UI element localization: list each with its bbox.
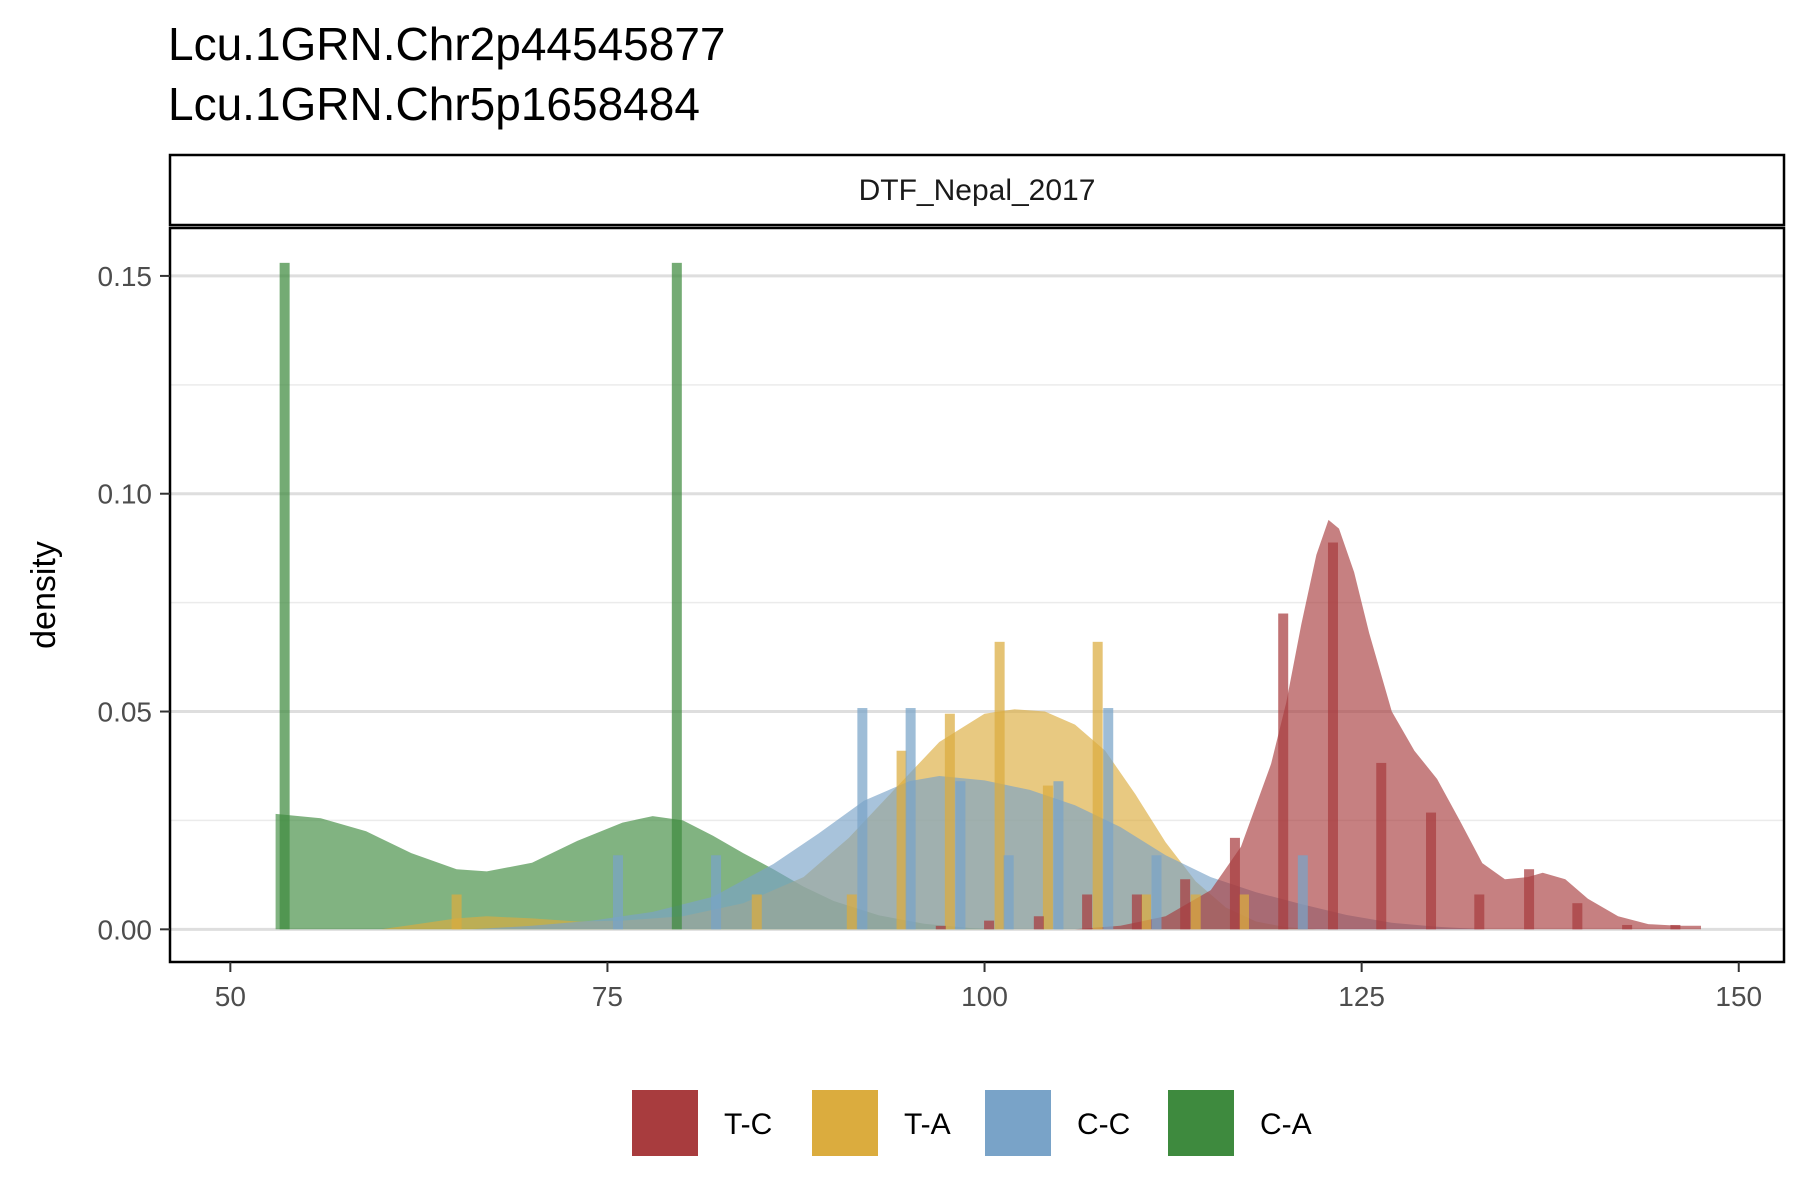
histogram-bar-t-a xyxy=(751,894,762,930)
legend-key-c-c xyxy=(985,1090,1051,1156)
histogram-bar-t-c xyxy=(984,920,995,930)
histogram-bar-c-c xyxy=(1053,781,1064,930)
y-axis-title: density xyxy=(25,541,63,649)
histogram-bar-t-a xyxy=(1140,894,1151,930)
legend-key-c-a xyxy=(1168,1090,1234,1156)
x-axis: 50 75 100 125 150 xyxy=(215,962,1762,1012)
histogram-bar-c-c xyxy=(1151,855,1162,930)
histogram-bar-t-a xyxy=(451,894,462,930)
chart-title-line-1: Lcu.1GRN.Chr2p44545877 xyxy=(168,18,725,70)
legend-label-t-a: T-A xyxy=(904,1108,951,1141)
histogram-bar-t-a xyxy=(944,713,955,930)
y-tick-label: 0.05 xyxy=(98,697,153,728)
histogram-bar-c-c xyxy=(612,855,623,930)
histogram-bar-t-c xyxy=(1278,613,1289,930)
density-area-t-c xyxy=(1075,519,1701,930)
histogram-bar-t-c xyxy=(1670,924,1681,930)
histogram-bar-c-a xyxy=(279,262,290,930)
histogram-bar-c-c xyxy=(955,781,966,930)
histogram-bar-c-a xyxy=(671,262,682,930)
histogram-bars xyxy=(279,262,1681,930)
histogram-bar-t-c xyxy=(1376,762,1387,930)
histogram-bar-t-a xyxy=(1042,785,1053,930)
gridlines xyxy=(170,274,1784,931)
histogram-bar-t-c xyxy=(1622,924,1633,930)
x-tick-label: 125 xyxy=(1338,981,1385,1012)
x-tick-label: 75 xyxy=(592,981,623,1012)
plot-panel-border xyxy=(168,226,1786,964)
facet-strip-label: DTF_Nepal_2017 xyxy=(859,174,1096,207)
y-tick-label: 0.10 xyxy=(98,479,153,510)
histogram-bar-c-c xyxy=(1003,855,1014,930)
histogram-bar-t-c xyxy=(1327,542,1338,930)
histogram-bar-c-c xyxy=(711,855,722,930)
histogram-bar-t-a xyxy=(1238,894,1249,930)
legend-key-t-a xyxy=(812,1090,878,1156)
legend-label-c-c: C-C xyxy=(1077,1108,1130,1141)
y-tick-label: 0.00 xyxy=(98,914,153,945)
histogram-bar-t-c xyxy=(1474,894,1485,930)
histogram-bar-t-a xyxy=(994,641,1005,930)
histogram-bar-t-c xyxy=(1082,894,1093,930)
legend-key-t-c xyxy=(632,1090,698,1156)
histogram-bar-t-a xyxy=(1190,894,1201,930)
chart-title-line-2: Lcu.1GRN.Chr5p1658484 xyxy=(168,78,700,130)
histogram-bar-c-c xyxy=(857,708,868,930)
legend-label-t-c: T-C xyxy=(724,1108,772,1141)
histogram-bar-c-c xyxy=(905,708,916,930)
histogram-bar-c-c xyxy=(1297,855,1308,930)
histogram-bar-t-a xyxy=(846,894,857,930)
histogram-bar-t-c xyxy=(1180,879,1191,930)
facet-strip xyxy=(168,153,1786,227)
x-tick-label: 100 xyxy=(961,981,1008,1012)
x-tick-label: 150 xyxy=(1715,981,1762,1012)
histogram-bar-t-a xyxy=(1092,641,1103,930)
histogram-bar-t-c xyxy=(1426,812,1437,930)
legend-label-c-a: C-A xyxy=(1260,1108,1312,1141)
histogram-bar-c-c xyxy=(1103,708,1114,930)
legend: T-C T-A C-C C-A xyxy=(632,1090,1312,1156)
x-tick-label: 50 xyxy=(215,981,246,1012)
histogram-bar-t-c xyxy=(1131,894,1142,930)
histogram-bar-t-c xyxy=(1524,869,1535,930)
y-axis: 0.00 0.05 0.10 0.15 xyxy=(98,261,170,945)
histogram-bar-t-c xyxy=(1033,916,1044,930)
histogram-bar-t-a xyxy=(896,750,907,930)
histogram-bar-t-c xyxy=(935,925,946,930)
histogram-bar-t-c xyxy=(1229,837,1240,930)
y-tick-label: 0.15 xyxy=(98,261,153,292)
histogram-bar-t-c xyxy=(1572,903,1583,930)
